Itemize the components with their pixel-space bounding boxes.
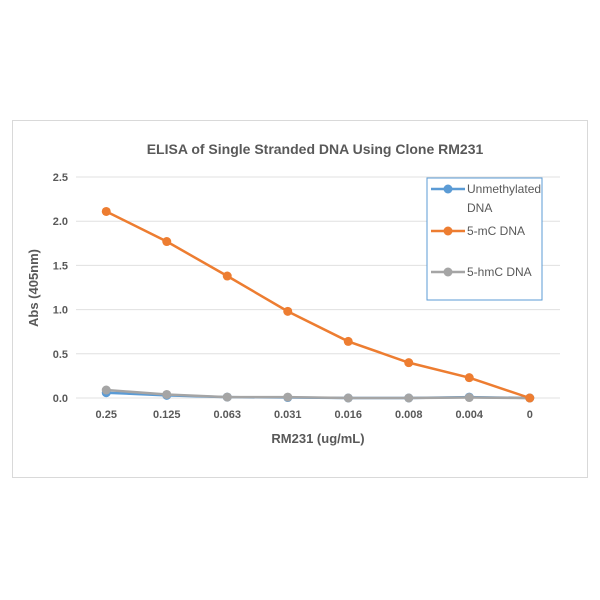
x-tick-label: 0.031	[274, 409, 302, 421]
data-point	[343, 393, 353, 403]
series-line-1	[105, 210, 531, 400]
legend-entry: DNA	[467, 201, 492, 215]
legend-entry: 5-hmC DNA	[467, 265, 532, 279]
chart-title: ELISA of Single Stranded DNA Using Clone…	[147, 141, 484, 157]
legend-marker	[443, 226, 453, 236]
data-point	[464, 393, 474, 403]
legend-box	[426, 177, 543, 301]
x-tick-label: 0.063	[213, 409, 241, 421]
data-point	[101, 206, 111, 216]
data-point	[343, 336, 353, 346]
x-tick-label: 0	[527, 409, 533, 421]
legend-marker	[443, 184, 453, 194]
y-tick-label: 1.5	[53, 260, 68, 272]
y-tick-label: 0.0	[53, 393, 68, 405]
y-tick-label: 1.0	[53, 305, 68, 317]
legend-entry: Unmethylated	[467, 182, 541, 196]
data-point	[464, 373, 474, 383]
x-tick-label: 0.016	[334, 409, 362, 421]
y-axis-label: Abs (405nm)	[26, 249, 41, 327]
data-point	[283, 392, 293, 402]
chart-frame	[12, 120, 588, 478]
x-tick-label: 0.008	[395, 409, 423, 421]
legend-entry: 5-mC DNA	[467, 224, 525, 238]
y-tick-label: 2.0	[53, 216, 68, 228]
x-tick-label: 0.004	[455, 409, 483, 421]
legend-marker	[443, 267, 453, 277]
data-point	[162, 389, 172, 399]
series-line-2	[106, 388, 530, 400]
data-point	[222, 271, 232, 281]
data-point	[404, 393, 414, 403]
data-point	[283, 306, 293, 316]
x-axis-label: RM231 (ug/mL)	[271, 431, 364, 446]
data-point	[162, 237, 172, 247]
x-tick-label: 0.25	[96, 409, 117, 421]
y-tick-label: 0.5	[53, 349, 68, 361]
x-tick-label: 0.125	[153, 409, 181, 421]
data-point	[222, 392, 232, 402]
data-point	[101, 385, 111, 395]
y-tick-label: 2.5	[53, 172, 68, 184]
data-point	[525, 393, 535, 403]
data-point	[404, 358, 414, 368]
